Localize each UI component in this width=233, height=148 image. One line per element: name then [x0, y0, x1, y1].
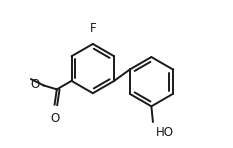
Text: O: O: [31, 78, 40, 91]
Text: HO: HO: [156, 126, 174, 139]
Text: F: F: [90, 22, 97, 35]
Text: O: O: [50, 112, 59, 124]
